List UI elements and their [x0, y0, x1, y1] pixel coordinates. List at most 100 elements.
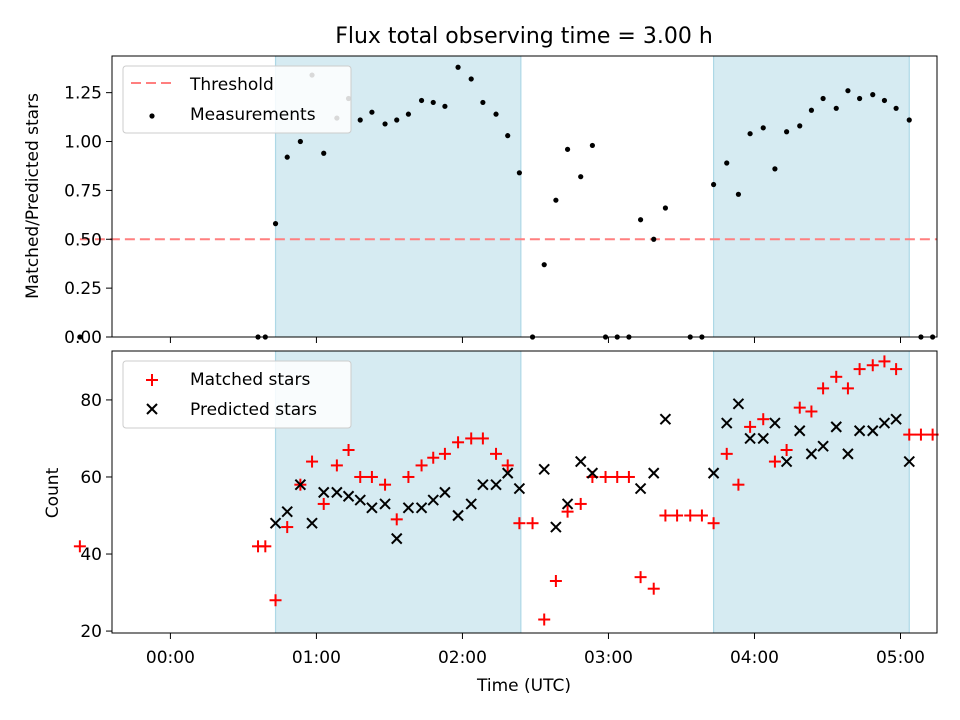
- matched-star-point: [574, 497, 587, 510]
- matched-star-point: [830, 370, 843, 383]
- matched-star-point: [281, 521, 294, 534]
- predicted-star-mark-b: [331, 486, 343, 499]
- matched-star-point: [365, 470, 378, 483]
- predicted-star-point: [586, 467, 599, 479]
- predicted-star-point: [769, 417, 781, 429]
- matched-star-point: [903, 428, 916, 441]
- predicted-star-mark-b: [744, 432, 756, 445]
- measurement-point: [808, 107, 815, 113]
- predicted-star-point: [853, 425, 866, 437]
- matched-star-point: [720, 447, 733, 460]
- measurement-point: [382, 121, 388, 127]
- measurement-point: [418, 97, 425, 104]
- y-tick-label: 1.25: [64, 84, 102, 104]
- measurement-point: [564, 146, 571, 152]
- predicted-star-point: [817, 440, 829, 452]
- measurement-point: [468, 76, 474, 82]
- predicted-star-mark-b: [281, 505, 293, 518]
- measurement-point: [735, 191, 742, 197]
- matched-star-point: [695, 509, 708, 522]
- matched-star-point: [490, 447, 503, 460]
- matched-star-point: [793, 401, 806, 414]
- predicted-star-mark-b: [805, 448, 818, 460]
- measurement-point: [516, 170, 522, 176]
- top-legend: Threshold Measurements: [122, 65, 352, 134]
- predicted-star-mark-b: [830, 421, 842, 433]
- measurement-point: [284, 154, 290, 160]
- predicted-star-point: [903, 455, 915, 468]
- measurement-point: [578, 174, 584, 180]
- predicted-star-mark-b: [903, 455, 915, 468]
- predicted-star-mark-b: [379, 498, 391, 510]
- measurement-point: [430, 99, 436, 106]
- x-tick-label: 00:00: [146, 648, 195, 668]
- predicted-star-point: [659, 413, 672, 425]
- predicted-star-mark-b: [867, 425, 879, 437]
- predicted-star-point: [830, 421, 842, 433]
- measurement-point: [893, 105, 899, 111]
- matched-star-point: [684, 509, 697, 522]
- matched-star-point: [744, 420, 757, 433]
- y-tick-label: 20: [80, 622, 102, 642]
- predicted-star-point: [490, 478, 502, 491]
- measurement-point: [442, 103, 448, 109]
- y-tick-label: 0.00: [64, 328, 102, 348]
- predicted-star-mark-b: [890, 413, 902, 425]
- predicted-star-point: [842, 448, 854, 460]
- predicted-star-point: [757, 432, 769, 445]
- measurement-point: [833, 105, 839, 111]
- top-panel: 0.00 0.25 0.50 0.75 1.00 1.25 Matched/Predict…: [23, 55, 938, 348]
- predicted-star-mark-b: [769, 417, 781, 429]
- matched-star-point: [452, 436, 465, 449]
- predicted-star-mark-b: [427, 494, 439, 506]
- predicted-star-point: [721, 417, 733, 429]
- figure-title: Flux total observing time = 3.00 h: [335, 24, 713, 49]
- measurement-point: [710, 181, 717, 188]
- measurement-point: [651, 236, 657, 242]
- measurement-point: [541, 262, 547, 268]
- predicted-star-mark-b: [550, 521, 562, 533]
- predicted-stars-series: [269, 398, 915, 545]
- x-tick-label: 03:00: [584, 648, 633, 668]
- matched-star-point: [841, 382, 854, 395]
- predicted-star-mark-b: [878, 417, 891, 429]
- matched-star-point: [317, 497, 330, 510]
- predicted-star-point: [477, 478, 489, 491]
- bottom-axes-frame: [111, 350, 938, 634]
- predicted-star-mark-b: [575, 455, 587, 468]
- predicted-star-point: [269, 517, 282, 529]
- measurement-point: [747, 131, 753, 137]
- bottom-y-axis-label: Count: [43, 467, 63, 518]
- predicted-star-point: [439, 486, 451, 499]
- matched-star-point: [476, 432, 489, 445]
- matched-star-point: [259, 540, 272, 553]
- measurement-point: [369, 109, 375, 115]
- matched-star-point: [379, 478, 392, 491]
- bottom-y-axis: 20 40 60 80: [80, 391, 112, 642]
- x-axis-label: Time (UTC): [476, 676, 571, 696]
- matched-star-point: [526, 517, 539, 530]
- predicted-star-mark-b: [415, 502, 428, 514]
- predicted-star-mark-b: [780, 455, 793, 468]
- measurement-point: [845, 88, 851, 94]
- predicted-star-mark-b: [794, 425, 806, 437]
- matched-star-point: [599, 470, 612, 483]
- predicted-star-point: [331, 486, 343, 499]
- predicted-star-mark-b: [634, 482, 647, 495]
- matched-star-point: [622, 470, 635, 483]
- predicted-star-point: [366, 502, 378, 514]
- measurement-point: [784, 129, 790, 135]
- predicted-star-mark-b: [402, 502, 415, 514]
- predicted-star-point: [890, 413, 902, 425]
- predicted-star-mark-b: [659, 413, 672, 425]
- measurement-point: [857, 95, 863, 102]
- matched-star-point: [390, 513, 403, 526]
- matched-star-point: [866, 359, 879, 372]
- predicted-star-mark-b: [269, 517, 282, 529]
- predicted-star-point: [318, 486, 330, 499]
- predicted-star-point: [402, 502, 415, 514]
- matched-star-point: [647, 582, 660, 595]
- predicted-star-point: [780, 455, 793, 468]
- predicted-star-mark-b: [366, 502, 378, 514]
- shaded-interval-1: [713, 56, 910, 337]
